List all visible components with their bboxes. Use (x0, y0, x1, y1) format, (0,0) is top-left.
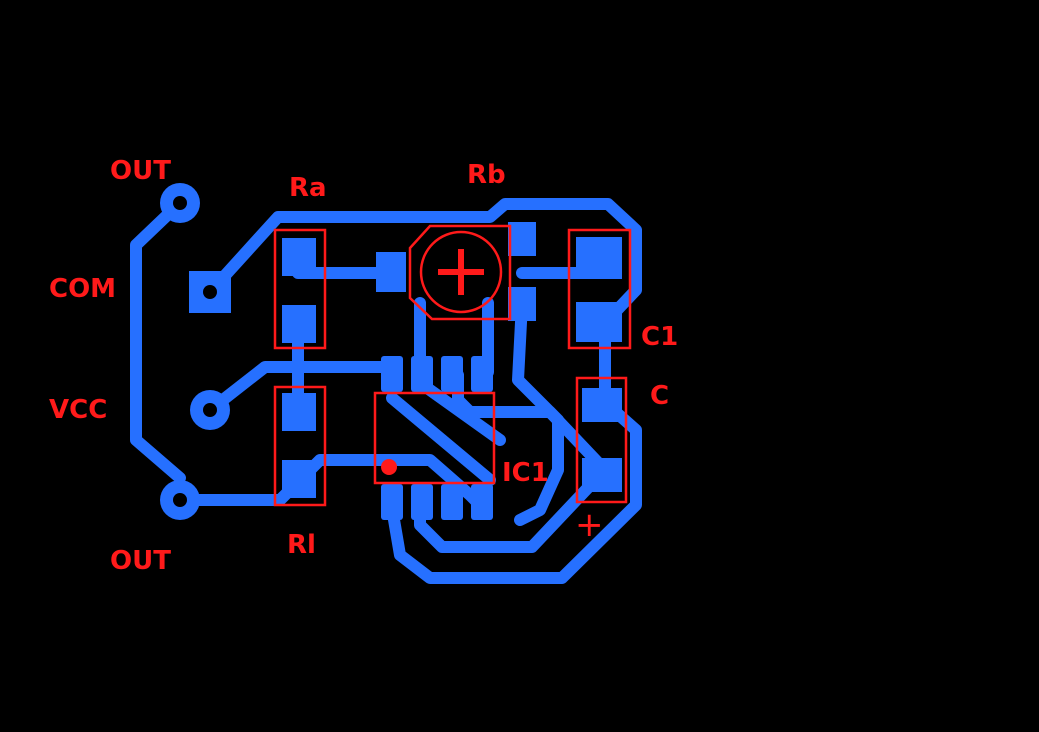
pad-ra-1 (282, 238, 316, 276)
pad-out-top-hole (173, 196, 187, 210)
silkscreen-outlines (273, 224, 632, 507)
label-out-bottom: OUT (110, 546, 171, 576)
ic-pin-2 (411, 484, 433, 520)
trace-rb-c (512, 297, 564, 526)
outline-c1 (567, 228, 632, 350)
pad-c1-1 (576, 237, 622, 279)
pad-ra-2 (282, 305, 316, 343)
pad-rb-1 (376, 252, 406, 292)
pad-c-1 (582, 388, 622, 422)
pad-vcc-hole (203, 403, 217, 417)
ic1-pin1-dot (381, 459, 397, 475)
ic-pin-5 (471, 356, 493, 392)
outline-ic1 (373, 391, 496, 485)
trace-vcc (204, 361, 398, 416)
outline-rb (408, 224, 512, 321)
outline-c (575, 376, 628, 504)
trace-bottom-outer (386, 401, 642, 584)
rb-cross-marker (438, 249, 484, 295)
ic-pin-1 (381, 484, 403, 520)
outline-rb-circle (419, 230, 503, 314)
trace-ic-diagonal-2 (424, 384, 506, 446)
pad-c-2 (582, 458, 622, 492)
label-ic1: IC1 (502, 458, 549, 488)
label-out-top: OUT (110, 156, 171, 186)
trace-out-loop (130, 197, 186, 484)
trace-ic-diagonal (386, 392, 496, 486)
label-rl: Rl (287, 530, 316, 560)
label-com: COM (49, 274, 116, 304)
pad-c1-2 (576, 302, 622, 342)
label-c-polarity: + (575, 505, 604, 545)
pad-rb-2 (508, 222, 536, 256)
ic-pin-8 (381, 356, 403, 392)
copper-pads (160, 183, 622, 520)
pad-rl-2 (282, 460, 316, 498)
pad-rb-3 (508, 287, 536, 321)
label-c1: C1 (641, 322, 678, 352)
label-rb: Rb (467, 160, 506, 190)
ic-pin-7 (411, 356, 433, 392)
outline-rl (273, 385, 327, 507)
ic-pin-3 (441, 484, 463, 520)
ic-pin-6 (441, 356, 463, 392)
label-vcc: VCC (49, 395, 107, 425)
pad-com-hole (203, 285, 217, 299)
label-ra: Ra (289, 173, 327, 203)
pad-rl-1 (282, 393, 316, 431)
outline-ra (273, 228, 327, 350)
label-c: C (650, 381, 669, 411)
pad-out-bottom-hole (173, 493, 187, 507)
ic-pin-4 (471, 484, 493, 520)
trace-com-top-rail (204, 198, 642, 333)
